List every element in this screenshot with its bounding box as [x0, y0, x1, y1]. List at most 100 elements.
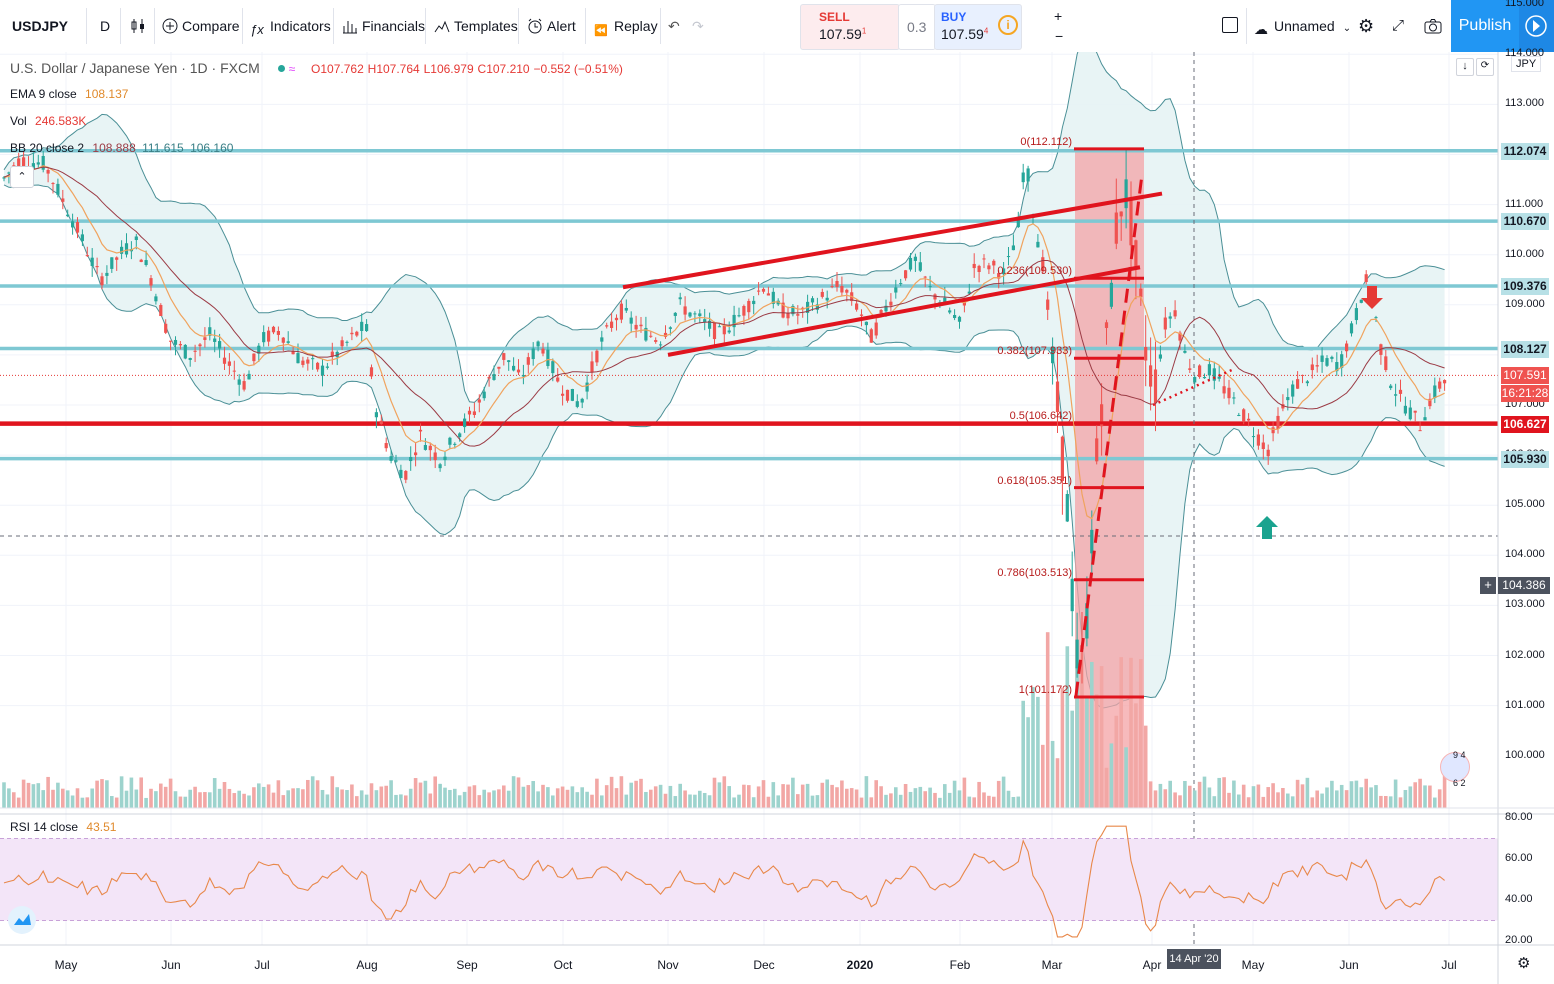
sell-price: 107.591 — [819, 26, 867, 42]
undo-icon[interactable]: ↶ — [668, 18, 680, 34]
collapse-legend-button[interactable]: ⌃ — [10, 166, 34, 188]
chevron-down-icon: ⌄ — [1342, 23, 1352, 34]
buy-label: BUY — [941, 10, 967, 24]
market-open-icon — [277, 65, 285, 72]
crosshair-plus-icon[interactable]: + — [1480, 577, 1496, 594]
price-tag-hline: 105.930 — [1501, 450, 1549, 468]
toolbar-divider — [86, 8, 87, 44]
vol-legend-label: Vol — [10, 114, 27, 128]
chart-style-button[interactable] — [130, 14, 150, 38]
settings-gear-icon[interactable]: ⚙ — [1517, 955, 1531, 972]
rsi-pane — [0, 813, 1554, 938]
reset-scale-icon[interactable]: ⟳ — [1476, 58, 1494, 76]
camera-icon[interactable] — [1424, 14, 1442, 38]
bb-legend-upper: 111.615 — [142, 141, 184, 155]
economic-events-icon[interactable] — [1440, 752, 1470, 782]
time-axis-label: Nov — [657, 958, 679, 972]
info-icon[interactable]: i — [998, 15, 1018, 35]
price-tag-hline: 112.074 — [1501, 142, 1549, 160]
interval-button[interactable]: D — [100, 18, 111, 34]
toolbar-divider — [120, 8, 121, 44]
trend-drawings — [622, 147, 1383, 699]
chart-background — [0, 52, 1554, 984]
toolbar-divider — [425, 8, 426, 44]
rsi-axis-label: 60.00 — [1505, 852, 1533, 864]
price-axis-label: 109.000 — [1505, 297, 1545, 310]
ohlc-high: H107.764 — [367, 62, 420, 76]
time-axis-label: May — [1241, 958, 1265, 972]
vol-legend[interactable]: Vol 246.583K — [10, 114, 86, 128]
price-tag-hline: 109.376 — [1501, 277, 1549, 295]
ohlc-open: O107.762 — [311, 62, 364, 76]
time-axis-label: Apr — [1142, 958, 1162, 972]
buy-button[interactable]: BUY 107.594 i — [934, 4, 1022, 50]
tradingview-logo-icon — [14, 914, 31, 925]
time-axis-label: 2020 — [846, 958, 874, 972]
time-axis-label: Mar — [1041, 958, 1063, 972]
ohlc-close: C107.210 — [477, 62, 530, 76]
currency-label[interactable]: JPY — [1511, 56, 1542, 72]
templates-label: Templates — [454, 18, 518, 34]
expand-icon[interactable]: ⤢ — [1392, 17, 1405, 34]
chart-legend: U.S. Dollar / Japanese Yen · 1D · FXCM ≈… — [10, 60, 623, 76]
price-axis-label: 103.000 — [1505, 598, 1545, 611]
publish-button[interactable]: Publish — [1451, 0, 1519, 52]
ohlc-change: −0.552 (−0.51%) — [533, 62, 623, 76]
toolbar-divider — [242, 8, 243, 44]
indicators-button[interactable]: ƒx Indicators — [250, 14, 331, 38]
buy-price: 107.594 — [941, 26, 989, 42]
price-tag-last: 107.591 — [1501, 367, 1549, 385]
financials-button[interactable]: Financials — [342, 14, 425, 38]
fullscreen-select[interactable] — [1222, 14, 1238, 38]
toolbar-divider — [333, 8, 334, 44]
time-axis-label: Feb — [949, 958, 971, 972]
rsi-legend-value: 43.51 — [86, 820, 117, 834]
price-tag-countdown: 16:21:28 — [1501, 385, 1549, 403]
time-axis-label: Jul — [1441, 958, 1457, 972]
bb-legend[interactable]: BB 20 close 2 108.888 111.615 106.160 — [10, 141, 233, 155]
tradingview-logo — [8, 906, 36, 934]
price-axis-label: 102.000 — [1505, 648, 1545, 661]
play-circle-icon — [1525, 15, 1547, 37]
scroll-down-icon[interactable]: ↓ — [1456, 58, 1474, 76]
volume-bars — [2, 632, 1447, 808]
symbol-search[interactable]: USDJPY — [12, 18, 69, 34]
price-axis-label: 101.000 — [1505, 698, 1545, 711]
layout-name-button[interactable]: ☁ Unnamed ⌄ — [1254, 14, 1351, 38]
candles-icon — [131, 19, 144, 33]
cloud-icon: ☁ — [1254, 21, 1268, 37]
ohlc-low: L106.979 — [423, 62, 474, 76]
symbol-title: U.S. Dollar / Japanese Yen · 1D · FXCM — [10, 60, 260, 76]
redo-icon[interactable]: ↷ — [692, 18, 704, 34]
bb-legend-mid: 108.888 — [92, 141, 136, 155]
replay-button[interactable]: ⏪ Replay — [594, 14, 658, 38]
publish-menu-button[interactable] — [1519, 0, 1554, 52]
quantity-minus-icon[interactable]: − — [1055, 28, 1064, 44]
quantity-plus-icon[interactable]: + — [1054, 8, 1063, 24]
replay-label: Replay — [614, 18, 658, 34]
bar-chart-icon — [343, 21, 357, 34]
events-count-label: 9 4 — [1453, 750, 1466, 760]
sell-button[interactable]: SELL 107.591 — [800, 4, 900, 50]
time-axis-label: May — [54, 958, 78, 972]
rsi-legend[interactable]: RSI 14 close 43.51 — [10, 820, 116, 834]
price-axis-label: 100.000 — [1505, 748, 1545, 761]
alarm-clock-icon — [528, 18, 542, 34]
crosshair-date-label: 14 Apr '20 — [1167, 949, 1221, 969]
price-axis-label: 113.000 — [1505, 97, 1544, 110]
compare-button[interactable]: Compare — [162, 14, 240, 38]
ema-legend[interactable]: EMA 9 close 108.137 — [10, 87, 128, 101]
toolbar-divider — [1246, 8, 1247, 44]
price-tag-hline: 108.127 — [1501, 340, 1549, 358]
price-axis-label: 110.000 — [1505, 247, 1544, 260]
templates-button[interactable]: Templates — [434, 14, 518, 38]
grid — [0, 52, 1498, 945]
alert-button[interactable]: Alert — [527, 14, 576, 38]
price-axis-label: 115.000 — [1505, 0, 1544, 10]
price-tag-support: 106.627 — [1501, 415, 1549, 433]
chart-canvas[interactable] — [0, 52, 1554, 984]
gear-icon[interactable]: ⚙ — [1358, 16, 1375, 36]
rsi-legend-label: RSI 14 close — [10, 820, 79, 834]
sell-label: SELL — [819, 10, 850, 24]
fib-level-label: 0.382(107.933) — [997, 345, 1072, 358]
